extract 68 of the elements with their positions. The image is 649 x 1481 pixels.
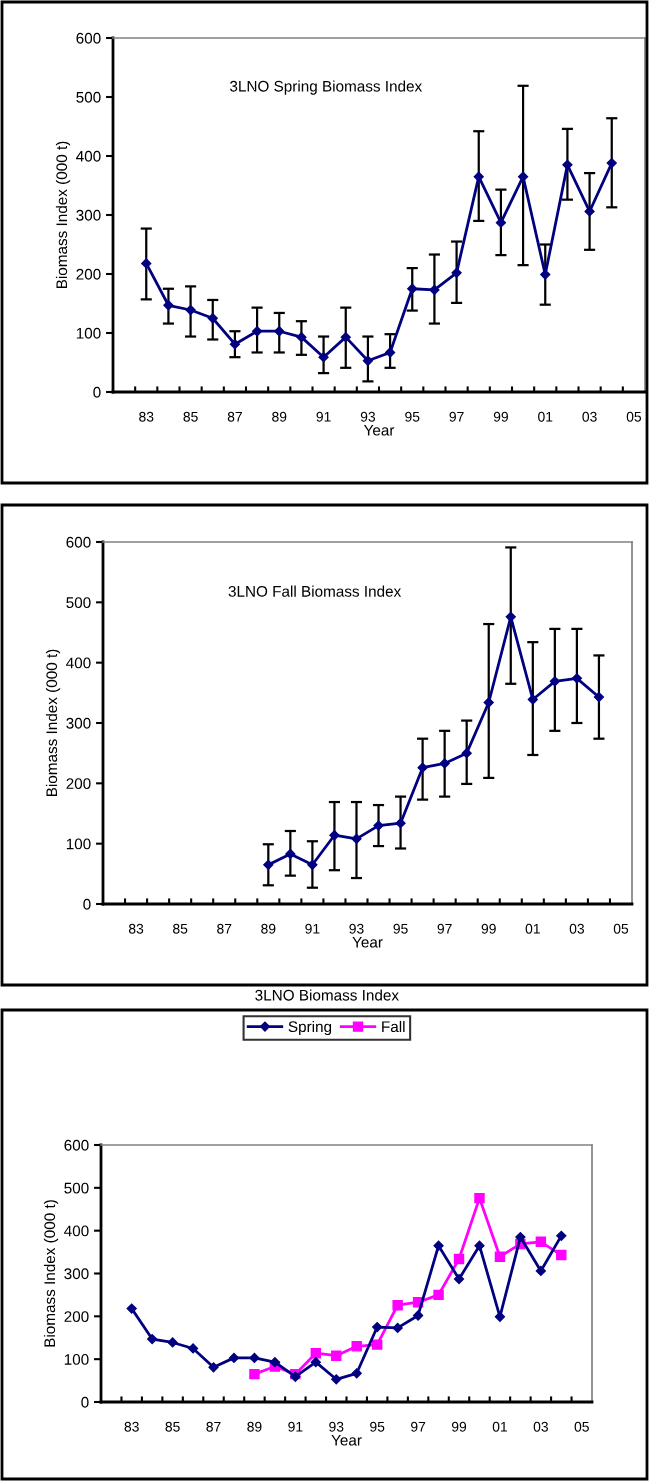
x-tick-label: 83 — [124, 1421, 139, 1432]
x-axis-title: Year — [331, 1434, 362, 1446]
x-tick-label: 83 — [139, 411, 154, 422]
x-tick-label: 99 — [481, 923, 496, 934]
x-tick-label: 87 — [206, 1421, 221, 1432]
x-tick-label: 05 — [626, 411, 642, 422]
y-tick-label: 600 — [76, 32, 101, 44]
x-tick-label: 05 — [613, 923, 629, 934]
x-tick-label: 87 — [217, 923, 232, 934]
x-tick-label: 03 — [582, 411, 597, 422]
legend-label: Fall — [382, 1020, 405, 1033]
x-tick-label: 93 — [360, 411, 376, 422]
y-tick-label: 500 — [64, 1182, 89, 1194]
x-tick-label: 95 — [370, 1421, 385, 1432]
y-tick-label: 100 — [66, 838, 91, 850]
x-tick-label: 03 — [533, 1421, 548, 1432]
x-tick-label: 93 — [349, 923, 364, 934]
x-tick-label: 01 — [492, 1421, 507, 1432]
x-tick-label: 95 — [393, 923, 408, 934]
y-tick-label: 200 — [76, 268, 101, 280]
x-tick-label: 89 — [272, 411, 287, 422]
x-tick-label: 93 — [329, 1421, 344, 1432]
x-axis-title: Year — [363, 424, 395, 436]
x-tick-label: 91 — [316, 411, 331, 422]
y-tick-label: 600 — [64, 1139, 89, 1151]
x-tick-label: 01 — [525, 923, 540, 934]
x-tick-label: 05 — [574, 1421, 589, 1432]
legend-label: Spring — [288, 1020, 332, 1036]
x-tick-label: 85 — [183, 411, 198, 422]
y-tick-label: 600 — [66, 536, 91, 548]
y-tick-label: 100 — [64, 1354, 89, 1365]
x-tick-label: 91 — [288, 1421, 303, 1432]
x-axis-title: Year — [352, 936, 383, 948]
y-tick-label: 400 — [64, 1225, 89, 1237]
x-tick-label: 97 — [449, 411, 464, 422]
y-tick-label: 500 — [76, 91, 101, 103]
x-tick-label: 85 — [173, 923, 188, 934]
x-tick-label: 99 — [451, 1421, 467, 1432]
x-tick-label: 85 — [165, 1421, 180, 1432]
x-tick-label: 91 — [305, 923, 320, 934]
x-tick-label: 03 — [569, 923, 585, 934]
y-tick-label: 400 — [76, 150, 101, 162]
y-tick-label: 300 — [66, 717, 91, 729]
x-tick-label: 97 — [437, 923, 452, 934]
text: 3LNO Spring Biomass Index — [230, 80, 423, 95]
y-tick-label: 0 — [81, 1396, 89, 1408]
x-tick-label: 01 — [538, 411, 553, 422]
x-tick-label: 89 — [247, 1421, 262, 1432]
x-tick-label: 97 — [411, 1421, 426, 1432]
x-tick-label: 83 — [128, 923, 144, 934]
y-tick-label: 0 — [93, 386, 101, 398]
y-tick-label: 300 — [76, 209, 101, 221]
text: 3LNO Fall Biomass Index — [228, 585, 402, 597]
y-tick-label: 0 — [83, 898, 91, 910]
x-tick-label: 95 — [405, 411, 420, 422]
y-tick-label: 200 — [66, 778, 91, 790]
y-axis-title: Biomass Index (000 t) — [45, 649, 61, 797]
y-axis-title: Biomass Index (000 t) — [43, 1200, 59, 1347]
y-tick-label: 200 — [64, 1311, 89, 1323]
y-tick-label: 400 — [66, 657, 91, 669]
x-tick-label: 99 — [493, 411, 508, 422]
y-tick-label: 500 — [66, 597, 91, 609]
x-tick-label: 87 — [227, 411, 242, 422]
y-axis-title: Biomass Index (000 t) — [55, 141, 71, 289]
x-tick-label: 89 — [261, 923, 276, 934]
y-tick-label: 300 — [64, 1268, 89, 1280]
y-tick-label: 100 — [76, 327, 101, 339]
chart-title: 3LNO Biomass Index — [255, 989, 399, 1001]
